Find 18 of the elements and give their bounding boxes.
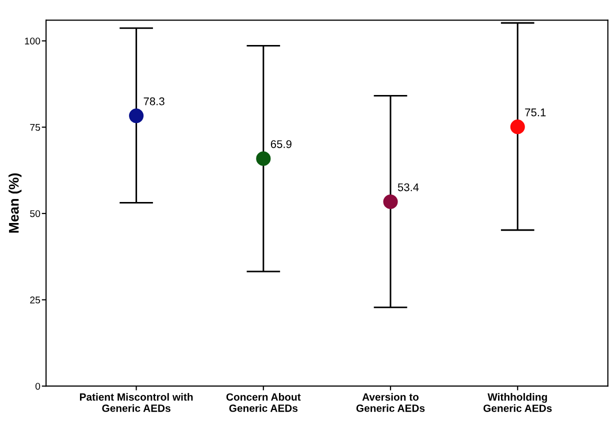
data-label: 53.4 (398, 183, 419, 192)
y-axis-title: Mean (%) (8, 173, 22, 233)
data-label: 75.1 (525, 108, 546, 116)
y-tick-label: 0 (35, 382, 40, 390)
data-label: 65.9 (270, 140, 292, 148)
y-tick-label: 75 (30, 124, 40, 131)
x-tick-label: Patient Miscontrol with Generic AEDs (80, 393, 193, 412)
point (510, 120, 525, 134)
y-tick-label: 50 (30, 210, 40, 218)
point (129, 108, 144, 124)
x-tick-label: Aversion to Generic AEDs (356, 393, 425, 412)
x-tick-label: Concern About Generic AEDs (226, 393, 301, 412)
x-tick-label: Withholding Generic AEDs (484, 393, 552, 412)
point (383, 194, 398, 210)
y-tick-label: 25 (30, 296, 40, 304)
point (256, 151, 271, 166)
y-tick-label: 100 (25, 38, 40, 44)
data-label: 78.3 (144, 97, 164, 106)
